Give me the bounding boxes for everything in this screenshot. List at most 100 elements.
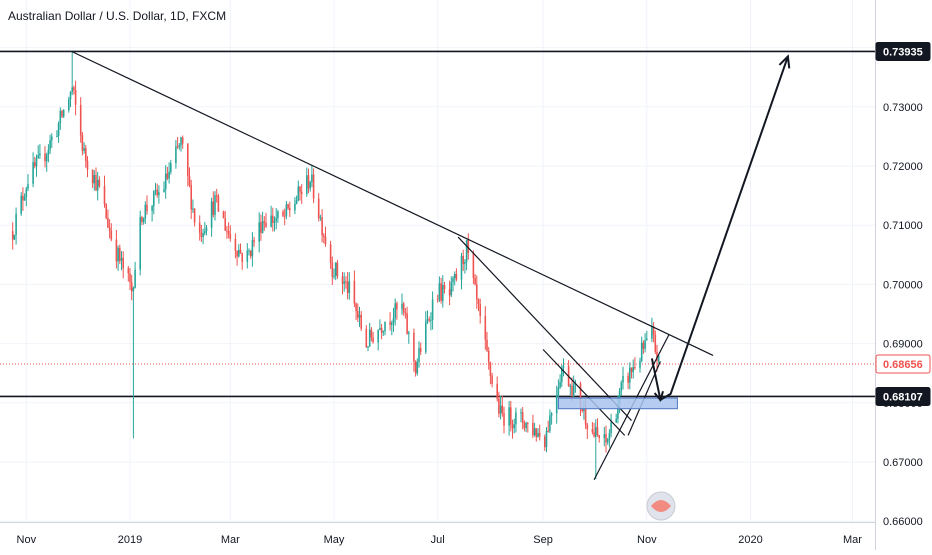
candle-body [192, 208, 194, 210]
x-tick-label: Nov [17, 534, 37, 546]
candle-body [569, 385, 572, 387]
candle-body [226, 230, 228, 232]
y-tick-label: 0.73000 [883, 102, 923, 114]
candle-body [382, 330, 385, 333]
x-tick-label: Sep [533, 534, 553, 546]
candle-body [217, 195, 220, 212]
candle-body [163, 189, 165, 193]
candle-body [452, 278, 454, 283]
candle-body [496, 383, 498, 399]
candle-body [107, 218, 109, 228]
candle-body [593, 432, 595, 437]
candle-body [170, 163, 172, 172]
candle-body [394, 303, 396, 319]
candle-body [341, 276, 344, 284]
candle-body [370, 329, 373, 338]
candle-body [331, 262, 334, 277]
candle-body [499, 405, 502, 414]
candle-body [238, 249, 240, 257]
candle-body [307, 175, 310, 189]
candlesticks [11, 51, 660, 480]
candle-body [215, 195, 218, 197]
candle-body [79, 104, 82, 136]
candle-body [105, 204, 107, 219]
candle-body [474, 277, 476, 285]
candle-body [657, 355, 660, 362]
x-tick-label: Jul [431, 534, 445, 546]
downtrend-line [71, 51, 714, 356]
candle-body [477, 299, 480, 305]
candle-body [489, 362, 492, 376]
candle-body [164, 173, 167, 190]
candle-body [181, 137, 184, 144]
candle-body [119, 247, 121, 261]
candle-body [272, 215, 274, 223]
candle-body [380, 328, 383, 333]
candle-body [287, 204, 289, 209]
candle-body [392, 318, 395, 323]
candle-body [200, 232, 203, 237]
candle-body [561, 367, 563, 382]
candle-body [188, 176, 191, 186]
current-price-badge [875, 354, 931, 374]
candle-body [476, 284, 478, 300]
candle-body [617, 404, 619, 419]
candle-body [408, 332, 410, 334]
candle-body [632, 367, 634, 373]
candle-body [462, 255, 464, 264]
candle-body [176, 146, 179, 148]
x-tick-label: 2019 [118, 534, 142, 546]
candle-body [498, 398, 500, 414]
candle-body [300, 191, 303, 195]
chart-title: Australian Dollar / U.S. Dollar, 1D, FXC… [8, 9, 227, 23]
candle-body [270, 215, 272, 227]
candle-body [396, 303, 398, 310]
candle-body [108, 227, 111, 231]
candle-body [61, 110, 63, 117]
x-tick-label: May [324, 534, 345, 546]
candle-body [297, 186, 300, 201]
candle-body [627, 375, 629, 383]
pullback-arrowhead [653, 390, 664, 402]
candle-body [71, 87, 73, 92]
candle-body [581, 407, 583, 411]
candle-body [402, 303, 405, 313]
candle-body [584, 407, 587, 425]
candle-body [134, 269, 136, 288]
candle-body [431, 299, 434, 320]
candle-body [317, 198, 320, 219]
candle-body [153, 190, 155, 207]
candle-body [175, 146, 177, 164]
candle-body [365, 328, 368, 348]
candle-body [448, 289, 451, 296]
candle-body [586, 424, 589, 430]
candle-body [311, 174, 313, 183]
candle-body [249, 250, 252, 257]
candle-body [156, 189, 158, 196]
candle-body [62, 110, 65, 117]
candle-body [294, 203, 296, 211]
candle-body [479, 304, 481, 316]
candle-body [418, 348, 420, 363]
candle-body [277, 211, 279, 219]
candle-body [144, 204, 147, 219]
candle-body [608, 433, 611, 440]
candle-body [198, 222, 201, 233]
candle-body [37, 155, 39, 159]
x-tick-label: Mar [221, 534, 240, 546]
candle-body [258, 222, 260, 242]
candle-body [622, 375, 624, 383]
candle-body [406, 313, 408, 334]
candle-body [583, 407, 585, 411]
candle-body [442, 284, 444, 301]
candle-body [214, 195, 216, 215]
candle-body [557, 387, 560, 395]
candle-body [414, 361, 417, 374]
candle-body [44, 153, 46, 162]
candle-body [544, 436, 546, 448]
candle-body [472, 252, 475, 278]
candle-body [35, 158, 38, 167]
candle-body [606, 439, 609, 443]
